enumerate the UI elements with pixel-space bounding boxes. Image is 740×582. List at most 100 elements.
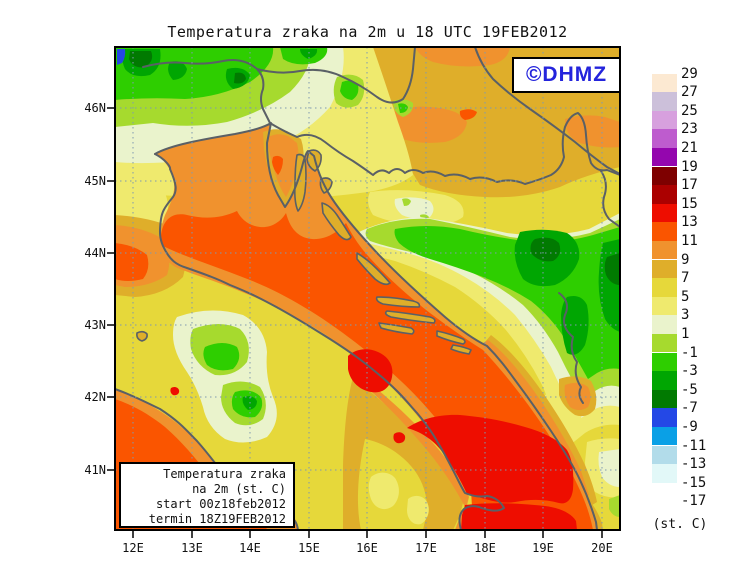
- colorbar-label-27: 27: [681, 84, 698, 101]
- colorbar-box-15: [652, 203, 677, 223]
- lon-label-20E: 20E: [591, 541, 613, 555]
- south-italy-pale-patch: [368, 472, 399, 510]
- sava-border: [269, 112, 620, 185]
- se-edge-cool-band: [598, 449, 620, 487]
- sea-hot-dot: [393, 432, 406, 444]
- country-borders: [142, 47, 620, 404]
- lon-label-17E: 17E: [415, 541, 437, 555]
- colorbar-box--9: [652, 426, 677, 446]
- colorbar-box--13: [652, 464, 677, 483]
- colorbar-box-25: [652, 110, 677, 130]
- bosnia-coldest-dot: [604, 253, 620, 285]
- colorbar-unit-label: (st. C): [652, 517, 708, 532]
- colorbar-box-23: [652, 129, 677, 148]
- south-italy-pale-patch: [407, 495, 429, 525]
- colorbar-box-9: [652, 259, 677, 279]
- colorbar-label-19: 19: [681, 158, 698, 175]
- colorbar-box-13: [652, 222, 677, 241]
- legend-box: Temperatura zraka na 2m (st. C) start 00…: [119, 462, 295, 528]
- colorbar-box-1: [652, 333, 677, 353]
- colorbar-box-29: [652, 73, 677, 93]
- colorbar-box-11: [652, 240, 677, 260]
- colorbar-box-19: [652, 166, 677, 186]
- dhmz-watermark-box: ©DHMZ: [512, 57, 621, 93]
- north-hot-spot: [459, 109, 477, 120]
- alps-colder-spot: [168, 61, 187, 80]
- colorbar-label-21: 21: [681, 139, 698, 156]
- lon-label-15E: 15E: [298, 541, 320, 555]
- colorbar-box-27: [652, 92, 677, 111]
- montenegro-border: [558, 292, 584, 404]
- se-edge-cold-dot: [609, 495, 620, 517]
- colorbar-box--11: [652, 445, 677, 465]
- lat-label-45N: 45N: [84, 174, 106, 188]
- colorbar-label--9: -9: [681, 418, 698, 435]
- colorbar-label--11: -11: [681, 437, 707, 454]
- apennine-green-core: [203, 343, 240, 371]
- legend-line: start 00z18feb2012: [155, 497, 286, 511]
- colorbar-label-5: 5: [681, 288, 690, 305]
- lon-label-14E: 14E: [239, 541, 261, 555]
- colorbar-label--5: -5: [681, 381, 698, 398]
- colorbar-label-1: 1: [681, 325, 690, 342]
- colorbar-label-13: 13: [681, 214, 698, 231]
- colorbar-box-17: [652, 185, 677, 204]
- drina-border: [600, 170, 620, 228]
- colorbar-box-5: [652, 296, 677, 316]
- colorbar-label--15: -15: [681, 474, 707, 491]
- colorbar-box--7: [652, 408, 677, 427]
- longitude-gridlines: [132, 47, 603, 530]
- istria-hot-dot: [272, 155, 283, 175]
- colorbar-label-29: 29: [681, 65, 698, 82]
- alps-coldest-spot: [234, 72, 246, 84]
- lon-label-19E: 19E: [532, 541, 554, 555]
- urban-hot-dot: [170, 386, 180, 396]
- temperature-field: [115, 47, 620, 530]
- colorbar-label-25: 25: [681, 102, 698, 119]
- sea-hot-patch-large: [407, 414, 574, 504]
- croatian-coastline: [154, 122, 598, 530]
- colorbar-box--17: [652, 501, 677, 520]
- austria-border: [256, 47, 416, 104]
- bosnia-coldest-dot: [530, 237, 561, 262]
- mountain-cold-speck-core: [398, 103, 408, 113]
- lat-label-41N: 41N: [84, 463, 106, 477]
- lon-label-18E: 18E: [474, 541, 496, 555]
- colorbar-label-15: 15: [681, 195, 698, 212]
- colorbar-label--7: -7: [681, 400, 698, 417]
- emilia-hot-core: [115, 243, 149, 281]
- colorbar-label-7: 7: [681, 270, 690, 287]
- mountain-cold-blob-core: [340, 80, 359, 100]
- alps-blue-spot: [117, 49, 126, 65]
- colorbar-box--1: [652, 352, 677, 372]
- colorbar-label-17: 17: [681, 177, 698, 194]
- colorbar-label-23: 23: [681, 121, 698, 138]
- colorbar-box--15: [652, 482, 677, 502]
- colorbar-label--13: -13: [681, 456, 707, 473]
- lon-label-12E: 12E: [122, 541, 144, 555]
- alps-coldest-spot: [129, 51, 153, 68]
- colorbar-box-7: [652, 278, 677, 297]
- colorbar-label-3: 3: [681, 307, 690, 324]
- legend-line: na 2m (st. C): [192, 482, 286, 496]
- north-orange-patch: [565, 115, 620, 148]
- colorbar-label--17: -17: [681, 493, 707, 510]
- colorbar-box-3: [652, 315, 677, 334]
- legend-line: Temperatura zraka: [163, 467, 286, 481]
- lat-label-43N: 43N: [84, 318, 106, 332]
- north-orange-patch: [389, 106, 467, 143]
- lon-label-13E: 13E: [181, 541, 203, 555]
- alps-green-blob-core: [300, 49, 318, 59]
- lat-label-42N: 42N: [84, 390, 106, 404]
- montenegro-warm-core: [564, 382, 591, 410]
- inland-cold-speck: [402, 198, 411, 206]
- legend-line: termin 18Z19FEB2012: [148, 512, 286, 526]
- colorbar-label-11: 11: [681, 232, 698, 249]
- bosnia-colder-blob: [561, 296, 589, 355]
- lat-label-46N: 46N: [84, 101, 106, 115]
- lon-label-16E: 16E: [356, 541, 378, 555]
- colorbar-label-9: 9: [681, 251, 690, 268]
- page-title: Temperatura zraka na 2m u 18 UTC 19FEB20…: [167, 23, 568, 41]
